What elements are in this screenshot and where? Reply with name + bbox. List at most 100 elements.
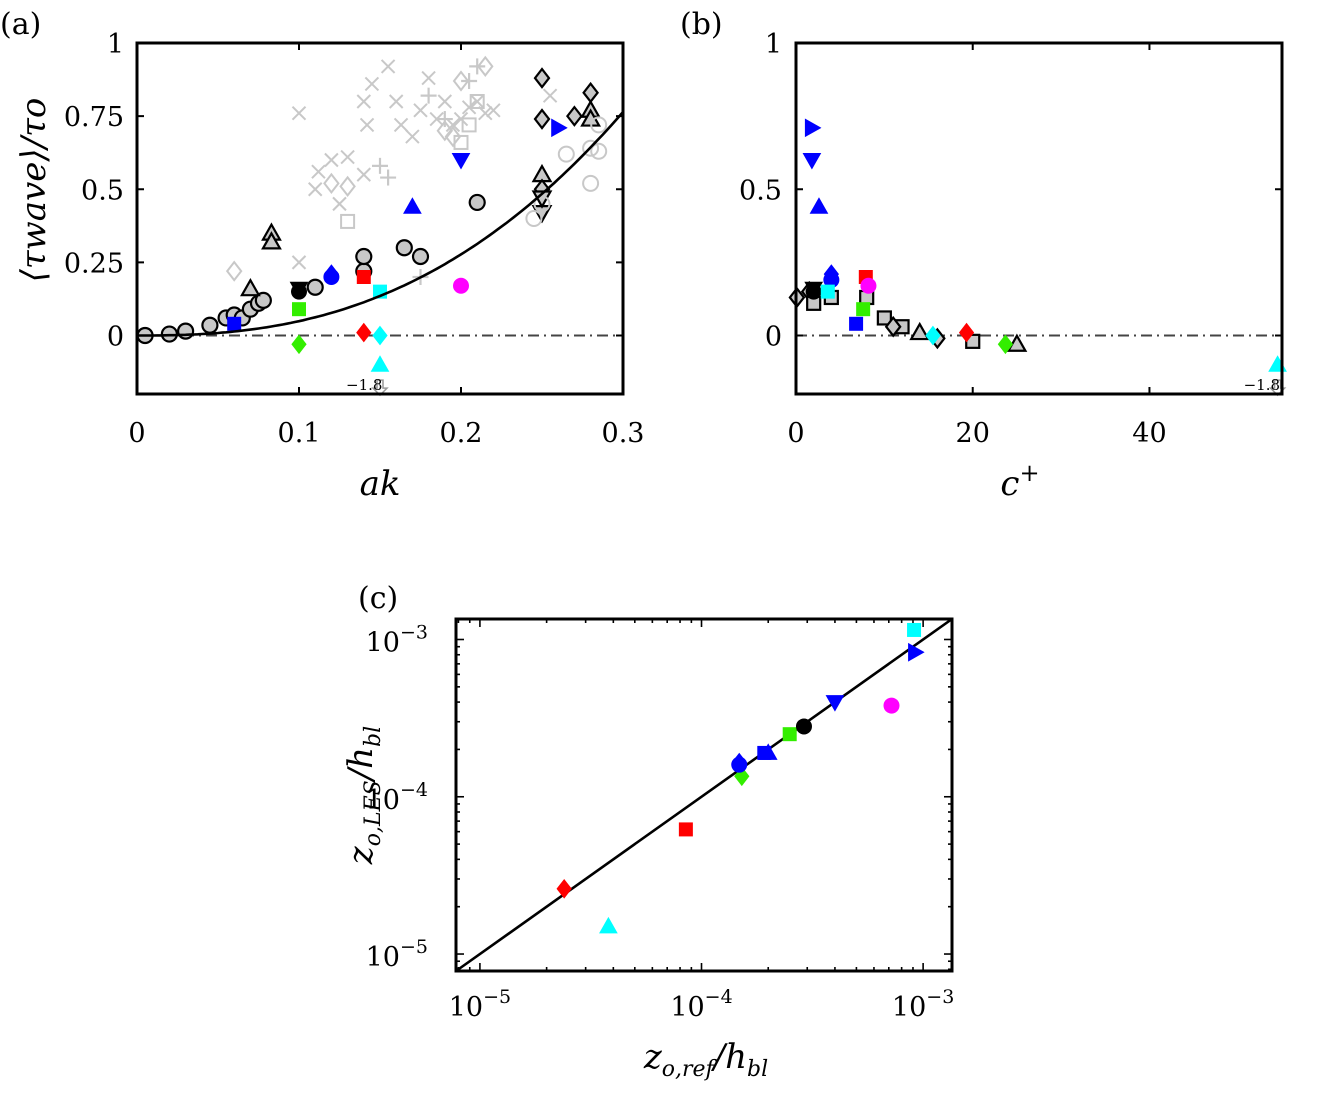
y-tick-label: 0.5 bbox=[739, 175, 782, 206]
data-point-x bbox=[311, 164, 326, 179]
data-point-circle bbox=[557, 145, 575, 163]
y-tick-label: 10−5 bbox=[366, 936, 428, 973]
data-point-circle bbox=[411, 247, 430, 266]
data-point-square bbox=[907, 622, 922, 637]
panel-label-b: (b) bbox=[680, 7, 723, 42]
x-axis-label: zo,ref/hbl bbox=[643, 1037, 768, 1082]
y-axis-label: zo,LES/hbl bbox=[341, 726, 386, 865]
data-point-square bbox=[227, 316, 242, 331]
y-tick-label: 0 bbox=[107, 322, 124, 353]
x-tick-label: 40 bbox=[1132, 418, 1166, 449]
data-point-circle bbox=[590, 116, 608, 134]
data-point-circle bbox=[525, 210, 543, 227]
data-point-x bbox=[413, 103, 428, 118]
y-tick-label: 1 bbox=[765, 29, 782, 60]
data-point-diamond bbox=[452, 70, 470, 92]
data-point-x bbox=[356, 167, 372, 182]
data-point-square bbox=[678, 822, 693, 837]
x-tick-label: 0.3 bbox=[602, 418, 645, 449]
x-tick-label: 10−3 bbox=[892, 986, 954, 1023]
x-tick-label: 20 bbox=[956, 418, 990, 449]
data-point-x bbox=[291, 105, 307, 121]
data-point-circle bbox=[860, 277, 877, 294]
data-point-diamond bbox=[444, 125, 462, 148]
data-point-diamond bbox=[225, 260, 243, 282]
panel-c: (c) 10−5 10−5 10−4 10−4 10−3 10−3 zo,ref/hbl zo,… bbox=[341, 581, 954, 1082]
data-point-circle bbox=[323, 269, 340, 285]
data-point-diamond bbox=[372, 325, 388, 346]
data-point-x bbox=[405, 129, 420, 144]
data-point-plus bbox=[372, 157, 388, 174]
data-point-circle bbox=[795, 718, 812, 735]
data-point-x bbox=[486, 103, 501, 118]
data-point-x bbox=[393, 117, 409, 133]
data-point-square bbox=[820, 284, 835, 299]
y-axis-label: ⟨τwave⟩/τo bbox=[14, 98, 54, 283]
panel-label-c: (c) bbox=[358, 581, 398, 616]
data-points bbox=[136, 55, 608, 397]
data-point-triangle-right bbox=[804, 118, 822, 138]
data-point-triangle-up bbox=[370, 355, 390, 372]
annotation-label: −1.8 bbox=[1244, 376, 1280, 394]
data-point-circle bbox=[590, 142, 608, 160]
data-point-x bbox=[445, 117, 461, 133]
data-point-diamond bbox=[925, 325, 941, 346]
data-point-triangle-up bbox=[403, 197, 422, 214]
y-tick-label: 0.5 bbox=[81, 175, 124, 206]
data-point-square bbox=[292, 302, 306, 317]
x-tick-label: 10−4 bbox=[670, 986, 732, 1023]
y-tick-label: 0.75 bbox=[64, 102, 124, 133]
data-point-x bbox=[461, 100, 477, 115]
data-point-circle bbox=[254, 291, 272, 309]
x-tick-label: 0 bbox=[787, 418, 804, 449]
data-point-triangle-up bbox=[599, 916, 618, 934]
data-point-diamond bbox=[291, 334, 307, 355]
axes-frame bbox=[454, 617, 954, 973]
data-point-x bbox=[421, 70, 436, 86]
data-point-triangle-up bbox=[261, 231, 282, 250]
data-point-triangle-up bbox=[240, 277, 261, 297]
data-point-square bbox=[461, 117, 477, 133]
data-point-diamond bbox=[477, 55, 494, 78]
data-point-plus bbox=[436, 111, 453, 128]
data-point-triangle-right bbox=[908, 642, 925, 662]
x-axis-label: c+ bbox=[1000, 459, 1039, 504]
data-point-circle bbox=[306, 278, 324, 296]
data-point-x bbox=[356, 94, 372, 109]
y-tick-label: 1 bbox=[107, 29, 124, 60]
data-point-triangle-up bbox=[1268, 355, 1287, 372]
data-point-diamond bbox=[556, 878, 572, 899]
data-point-x bbox=[324, 152, 339, 168]
data-point-diamond bbox=[323, 172, 340, 195]
data-point-circle bbox=[883, 697, 900, 714]
data-point-square bbox=[782, 727, 797, 742]
data-point-x bbox=[388, 94, 404, 109]
data-point-circle bbox=[355, 247, 373, 266]
axes-frame bbox=[135, 41, 625, 396]
data-point-circle bbox=[468, 193, 486, 212]
data-point-circle bbox=[177, 322, 195, 340]
data-point-diamond bbox=[339, 175, 356, 197]
y-tick-label: 10−4 bbox=[366, 779, 428, 816]
data-point-triangle-down bbox=[289, 281, 309, 299]
data-point-circle bbox=[395, 239, 413, 257]
data-point-diamond bbox=[356, 322, 372, 343]
y-tick-label: 10−3 bbox=[366, 621, 428, 658]
x-axis-label: ak bbox=[360, 464, 401, 504]
data-point-circle bbox=[533, 195, 551, 213]
x-tick-label: 0.1 bbox=[278, 418, 321, 449]
data-point-circle bbox=[453, 277, 469, 294]
data-point-x bbox=[429, 111, 444, 127]
data-point-diamond bbox=[533, 108, 551, 130]
y-tick-label: 0.25 bbox=[64, 248, 124, 279]
data-point-diamond bbox=[566, 105, 583, 127]
data-point-arrow-down bbox=[371, 379, 389, 397]
data-point-triangle-down bbox=[802, 153, 822, 170]
data-point-plus bbox=[420, 87, 437, 104]
data-point-x bbox=[332, 196, 347, 212]
data-point-square bbox=[469, 94, 485, 109]
panel-a: (a) −1.8 0 0.1 0.2 0.3 0 0.25 0.5 0.75 1 ak ⟨τwave⟩/… bbox=[0, 7, 644, 504]
axes-frame bbox=[794, 41, 1284, 396]
data-point-x bbox=[469, 94, 485, 109]
